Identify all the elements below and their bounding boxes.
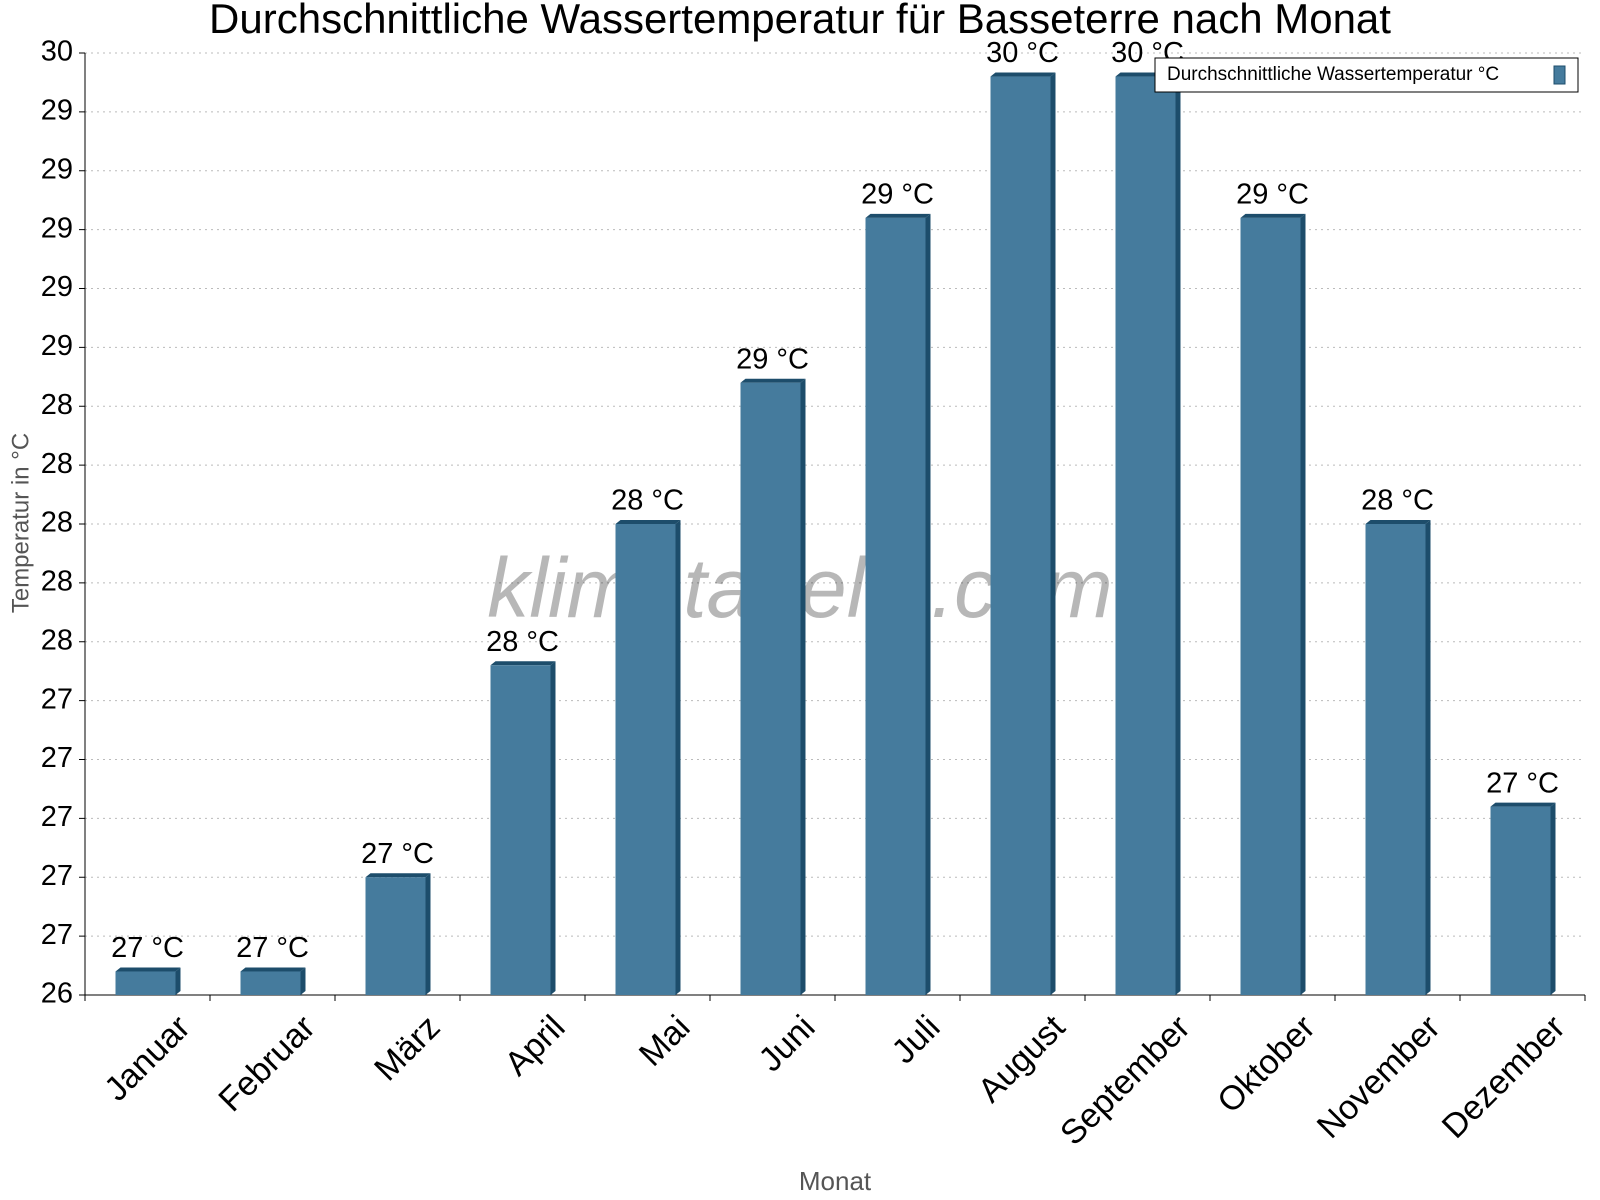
- bar-top: [490, 661, 556, 666]
- bar-side: [550, 661, 556, 995]
- bar-side: [175, 967, 181, 995]
- y-tick-label: 28: [41, 566, 73, 598]
- bar-top: [1365, 520, 1431, 524]
- y-tick-label: 27: [41, 860, 73, 892]
- bar-top: [615, 520, 681, 524]
- bar: [115, 971, 176, 995]
- x-tick-label: April: [498, 1008, 573, 1083]
- y-tick-label: 29: [41, 271, 73, 303]
- y-tick-label: 28: [41, 624, 73, 656]
- legend-box: [1154, 57, 1579, 93]
- value-label: 29 °C: [736, 343, 809, 375]
- bar-side: [1425, 520, 1431, 995]
- bar: [1115, 76, 1176, 996]
- value-label: 29 °C: [1236, 179, 1309, 211]
- bar-top: [1490, 802, 1556, 807]
- y-tick-label: 27: [41, 742, 73, 774]
- value-label: 28 °C: [486, 626, 559, 658]
- bar: [990, 76, 1051, 996]
- bar: [865, 217, 926, 996]
- value-label: 29 °C: [861, 179, 934, 211]
- chart-title: Durchschnittliche Wassertemperatur für B…: [209, 0, 1391, 42]
- bar-top: [115, 967, 181, 972]
- value-label: 28 °C: [1361, 485, 1434, 517]
- y-tick-label: 27: [41, 801, 73, 833]
- bar: [740, 382, 801, 995]
- bar: [490, 665, 551, 995]
- y-tick-label: 29: [41, 330, 73, 362]
- x-tick-label: September: [1053, 1008, 1197, 1152]
- x-tick-label: Juni: [752, 1008, 823, 1079]
- bar-side: [1175, 72, 1181, 996]
- x-tick-label: November: [1310, 1008, 1448, 1146]
- bar-side: [1300, 213, 1306, 996]
- x-tick-label: Oktober: [1210, 1008, 1322, 1120]
- y-tick-label: 27: [41, 683, 73, 715]
- y-tick-label: 28: [41, 389, 73, 421]
- bar: [1240, 217, 1301, 996]
- bar-side: [1550, 802, 1556, 995]
- y-tick-label: 29: [41, 95, 73, 127]
- bar: [1490, 806, 1551, 995]
- y-tick-label: 30: [41, 36, 73, 68]
- bar-side: [1050, 72, 1056, 996]
- y-tick-label: 28: [41, 507, 73, 539]
- y-axis-title: Temperatur in °C: [7, 433, 34, 613]
- bar-top: [740, 378, 806, 383]
- value-label: 30 °C: [986, 37, 1059, 69]
- value-label: 27 °C: [361, 838, 434, 870]
- y-tick-label: 29: [41, 153, 73, 185]
- x-tick-label: August: [971, 1008, 1073, 1110]
- x-tick-label: Januar: [97, 1008, 197, 1108]
- bar-top: [865, 213, 931, 218]
- value-label: 28 °C: [611, 485, 684, 517]
- bar-side: [800, 378, 806, 995]
- y-tick-label: 29: [41, 212, 73, 244]
- x-tick-label: Februar: [211, 1008, 322, 1119]
- y-tick-label: 26: [41, 978, 73, 1010]
- bar-side: [925, 213, 931, 996]
- legend-swatch: [1553, 65, 1566, 85]
- bar: [615, 524, 676, 995]
- bar-top: [1240, 213, 1306, 218]
- bar-top: [990, 72, 1056, 77]
- y-tick-label: 28: [41, 448, 73, 480]
- bar-side: [300, 967, 306, 995]
- x-tick-label: Juli: [885, 1008, 948, 1071]
- value-label: 27 °C: [236, 932, 309, 964]
- legend: Durchschnittliche Wassertemperatur °C: [1154, 57, 1579, 93]
- bar: [240, 971, 301, 995]
- x-tick-label: Dezember: [1435, 1008, 1573, 1146]
- bar-side: [425, 873, 431, 995]
- bar: [1365, 524, 1426, 995]
- x-tick-label: März: [367, 1008, 447, 1088]
- bar-top: [240, 967, 306, 972]
- bar-side: [675, 520, 681, 995]
- legend-label: Durchschnittliche Wassertemperatur °C: [1167, 64, 1499, 85]
- bar-top: [365, 873, 431, 878]
- y-tick-label: 27: [41, 919, 73, 951]
- value-label: 27 °C: [1486, 767, 1559, 799]
- value-label: 27 °C: [111, 932, 184, 964]
- bar: [365, 877, 426, 995]
- x-axis-title: Monat: [799, 1166, 872, 1196]
- x-tick-label: Mai: [632, 1008, 698, 1074]
